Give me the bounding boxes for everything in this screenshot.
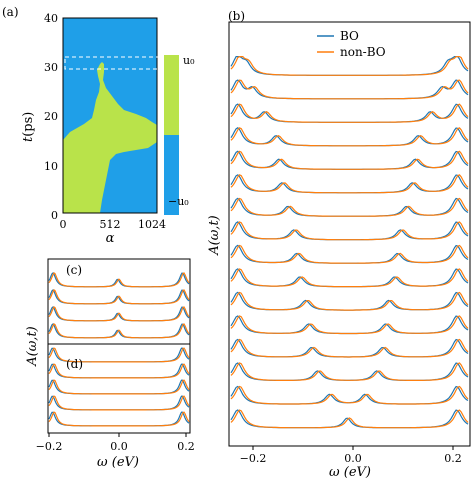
panel-cd-xlabel: ω (eV) <box>97 455 139 470</box>
panel-cd-frame <box>47 258 191 434</box>
ytick-10: 10 <box>44 160 58 173</box>
curve-bo <box>230 174 469 194</box>
curve-bo <box>230 197 469 217</box>
curve-bo <box>230 150 469 170</box>
curve-nonbo <box>230 409 469 429</box>
curve-nonbo <box>230 221 469 241</box>
curve-d-nonbo <box>48 395 190 411</box>
highlight-box <box>64 56 162 70</box>
curve-nonbo <box>230 268 469 288</box>
curve-bo <box>230 103 469 123</box>
curve-bo <box>230 409 469 429</box>
panel-b-frame <box>228 21 471 447</box>
curve-nonbo <box>230 103 469 123</box>
panel-a-label: (a) <box>2 5 19 19</box>
curve-d-bo <box>48 379 190 395</box>
curve-nonbo <box>230 197 469 217</box>
colorbar-bottom-label: −u₀ <box>168 195 189 208</box>
curve-bo <box>230 56 469 76</box>
b-xtick-neg: −0.2 <box>240 452 267 465</box>
curve-nonbo <box>230 362 469 381</box>
heatmap-positive-corner <box>63 200 72 213</box>
curve-nonbo <box>230 150 469 170</box>
curve-bo <box>230 244 469 264</box>
panel-d-curves <box>48 347 190 427</box>
colorbar-top-label: u₀ <box>183 54 195 67</box>
panel-cd-ylabel: A(ω,t) <box>25 326 40 367</box>
panel-cd: (c) (d) −0.2 0.0 0.2 ω (eV) A(ω,t) <box>25 258 195 470</box>
panel-b-ylabel: A(ω,t) <box>207 215 222 256</box>
colorbar <box>164 55 179 215</box>
panel-b-xlabel: ω (eV) <box>329 465 371 480</box>
curve-c-nonbo <box>48 306 190 322</box>
cd-xtick-zero: 0.0 <box>110 440 128 453</box>
curve-nonbo <box>230 174 469 194</box>
curve-nonbo <box>230 315 469 335</box>
xtick-512: 512 <box>100 218 121 231</box>
ytick-0: 0 <box>51 209 58 222</box>
legend-bo-label: BO <box>340 29 359 43</box>
panel-a-xlabel: α <box>106 231 115 246</box>
panel-a-frame <box>62 17 158 214</box>
curve-d-bo <box>48 395 190 411</box>
b-xtick-zero: 0.0 <box>344 452 362 465</box>
heatmap-positive-region <box>63 62 157 213</box>
curve-bo <box>230 268 469 288</box>
curve-d-nonbo <box>48 379 190 395</box>
curve-c-nonbo <box>48 289 190 305</box>
curve-c-nonbo <box>48 272 190 288</box>
panel-b-label: (b) <box>228 9 245 23</box>
curve-nonbo <box>230 79 469 100</box>
curve-nonbo <box>230 56 469 76</box>
ytick-40: 40 <box>44 12 58 25</box>
curve-d-nonbo <box>48 363 190 379</box>
curve-bo <box>230 315 469 335</box>
curve-nonbo <box>230 244 469 264</box>
panel-b: (b) BO non-BO −0.2 0.0 0.2 ω (eV) A(ω,t) <box>207 9 471 480</box>
panel-c-label: (c) <box>66 263 82 277</box>
curve-d-nonbo <box>48 411 190 427</box>
b-xtick-pos: 0.2 <box>444 452 462 465</box>
cd-xtick-neg: −0.2 <box>36 440 63 453</box>
curve-d-nonbo <box>48 347 190 363</box>
curve-c-nonbo <box>48 323 190 339</box>
curve-bo <box>230 338 469 358</box>
panel-b-curves <box>230 56 469 429</box>
curve-bo <box>230 362 469 381</box>
curve-bo <box>230 385 469 405</box>
panel-c-curves <box>48 272 190 339</box>
panel-a: (a) 40 30 20 10 0 0 512 1024 α t(ps) u₀ <box>2 5 195 246</box>
curve-bo <box>230 221 469 241</box>
ytick-20: 20 <box>44 110 58 123</box>
curve-nonbo <box>230 291 469 311</box>
legend-nonbo-label: non-BO <box>340 45 386 59</box>
curve-nonbo <box>230 385 469 405</box>
panel-d-label: (d) <box>66 357 83 371</box>
xtick-1024: 1024 <box>138 218 166 231</box>
cd-xtick-pos: 0.2 <box>177 440 195 453</box>
curve-nonbo <box>230 127 469 147</box>
ytick-30: 30 <box>44 61 58 74</box>
panel-a-ylabel: t(ps) <box>21 112 36 142</box>
curve-nonbo <box>230 338 469 358</box>
curve-d-bo <box>48 411 190 427</box>
xtick-0: 0 <box>60 218 67 231</box>
curve-bo <box>230 291 469 311</box>
